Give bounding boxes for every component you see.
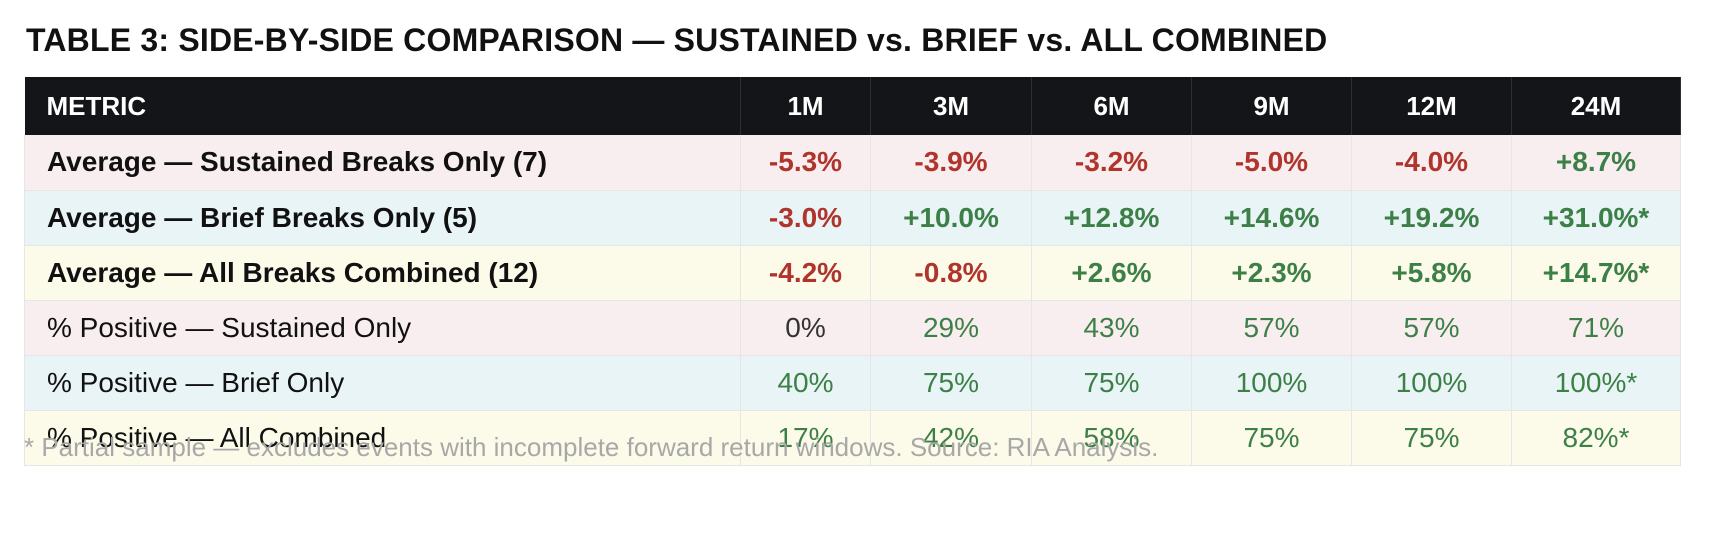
value-cell: +10.0% (870, 190, 1032, 246)
value-cell: 75% (1191, 410, 1352, 466)
value-cell: -3.9% (870, 135, 1032, 191)
value-cell: 100% (1351, 355, 1512, 411)
value-cell: +2.3% (1191, 245, 1352, 301)
value-cell: -0.8% (870, 245, 1032, 301)
value-cell: 71% (1511, 300, 1681, 356)
value-cell: +12.8% (1031, 190, 1192, 246)
row-label: Average — All Breaks Combined (12) (24, 245, 741, 301)
table-footnote: * Partial sample — excludes events with … (24, 432, 1159, 462)
row-label: Average — Sustained Breaks Only (7) (24, 135, 741, 191)
column-header-metric: METRIC (24, 77, 741, 135)
value-cell: -3.0% (740, 190, 871, 246)
row-label: % Positive — Sustained Only (24, 300, 741, 356)
comparison-table: METRIC 1M 3M 6M 9M 12M 24M Average — Sus… (24, 77, 1681, 466)
value-cell: -4.0% (1351, 135, 1512, 191)
value-cell: 57% (1191, 300, 1352, 356)
column-header-9m: 9M (1191, 77, 1352, 135)
value-cell: -5.0% (1191, 135, 1352, 191)
value-cell: +31.0%* (1511, 190, 1681, 246)
table-row: Average — Brief Breaks Only (5) -3.0% +1… (24, 190, 1681, 246)
value-cell: 75% (870, 355, 1032, 411)
column-header-12m: 12M (1351, 77, 1512, 135)
table-row: % Positive — Brief Only 40% 75% 75% 100%… (24, 355, 1681, 411)
column-header-6m: 6M (1031, 77, 1192, 135)
value-cell: 0% (740, 300, 871, 356)
header-row: METRIC 1M 3M 6M 9M 12M 24M (24, 77, 1681, 135)
value-cell: 75% (1351, 410, 1512, 466)
value-cell: -3.2% (1031, 135, 1192, 191)
table-row: % Positive — All Combined 17% 42% 58% 75… (24, 410, 1681, 466)
value-cell: 42% (870, 410, 1032, 466)
table-row: Average — All Breaks Combined (12) -4.2%… (24, 245, 1681, 301)
value-cell: -5.3% (740, 135, 871, 191)
value-cell: 17% (740, 410, 871, 466)
column-header-1m: 1M (740, 77, 871, 135)
value-cell: +14.6% (1191, 190, 1352, 246)
value-cell: 75% (1031, 355, 1192, 411)
value-cell: 100% (1191, 355, 1352, 411)
table-title: TABLE 3: SIDE-BY-SIDE COMPARISON — SUSTA… (26, 22, 1328, 58)
value-cell: +2.6% (1031, 245, 1192, 301)
value-cell: 29% (870, 300, 1032, 356)
value-cell: 58% (1031, 410, 1192, 466)
table-row: Average — Sustained Breaks Only (7) -5.3… (24, 135, 1681, 191)
row-label: Average — Brief Breaks Only (5) (24, 190, 741, 246)
value-cell: 40% (740, 355, 871, 411)
row-label: % Positive — All Combined (24, 410, 741, 466)
value-cell: 82%* (1511, 410, 1681, 466)
value-cell: +14.7%* (1511, 245, 1681, 301)
value-cell: +19.2% (1351, 190, 1512, 246)
row-label: % Positive — Brief Only (24, 355, 741, 411)
value-cell: +8.7% (1511, 135, 1681, 191)
column-header-24m: 24M (1511, 77, 1681, 135)
value-cell: 100%* (1511, 355, 1681, 411)
value-cell: 43% (1031, 300, 1192, 356)
table-row: % Positive — Sustained Only 0% 29% 43% 5… (24, 300, 1681, 356)
value-cell: +5.8% (1351, 245, 1512, 301)
value-cell: -4.2% (740, 245, 871, 301)
column-header-3m: 3M (870, 77, 1032, 135)
value-cell: 57% (1351, 300, 1512, 356)
